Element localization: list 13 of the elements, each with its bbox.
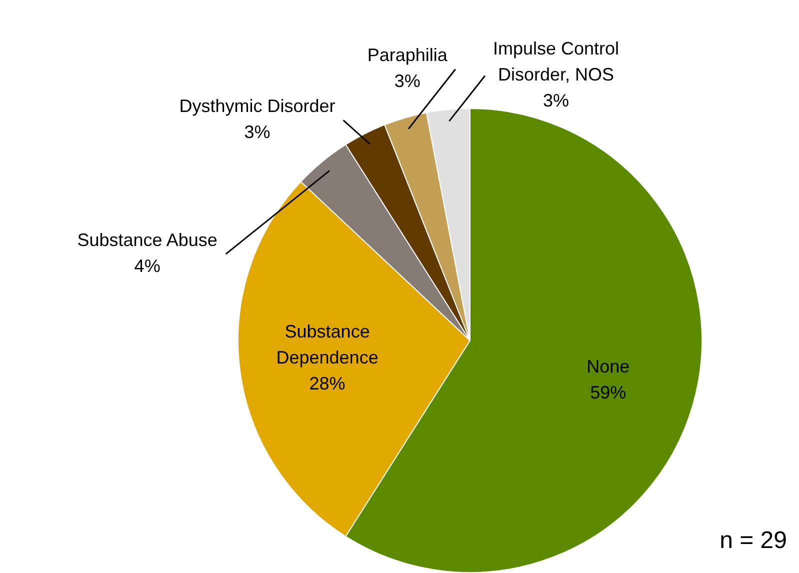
slice-label: Substance Dependence: [276, 321, 378, 368]
data-label: 59%: [590, 382, 626, 403]
data-label: 3%: [394, 71, 420, 92]
data-label: 4%: [134, 256, 160, 276]
data-label: 28%: [309, 373, 346, 394]
slice-label: Substance Abuse: [77, 230, 218, 250]
data-label: 3%: [543, 90, 570, 111]
slice-label: Impulse Control Disorder, NOS: [493, 38, 620, 85]
slice-label: Dysthymic Disorder: [179, 96, 336, 116]
text: n = 29: [720, 527, 787, 555]
slice-label: Paraphilia: [367, 45, 448, 66]
slice-label: None: [586, 356, 630, 377]
data-label: 3%: [244, 122, 270, 142]
